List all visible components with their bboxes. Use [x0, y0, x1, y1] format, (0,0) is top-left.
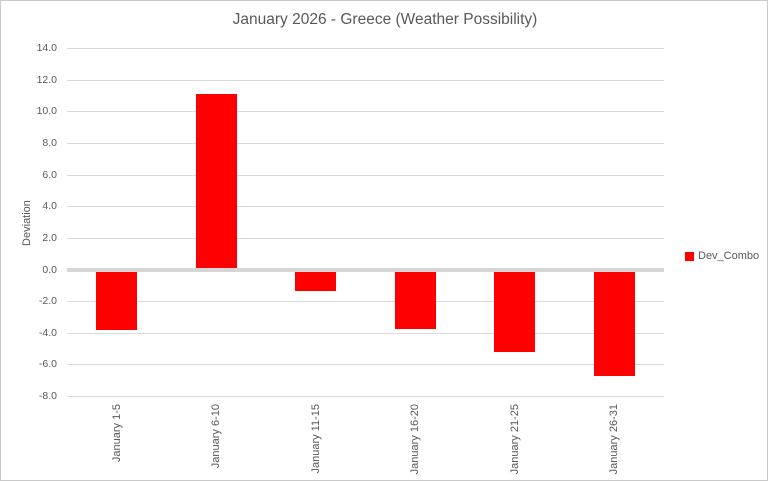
x-axis-label: January 16-20 — [409, 404, 422, 475]
bar-january-11-15[interactable] — [295, 270, 337, 291]
x-axis-label: January 21-25 — [508, 404, 521, 475]
legend-swatch-icon — [685, 251, 694, 261]
legend[interactable]: Dev_Combo — [685, 250, 759, 262]
y-tick-label: 12.0 — [36, 73, 57, 86]
gridline — [67, 332, 664, 334]
y-tick-label: 8.0 — [42, 136, 57, 149]
y-tick-label: 14.0 — [36, 42, 57, 54]
bar-january-16-20[interactable] — [394, 270, 436, 329]
bar-january-26-31[interactable] — [593, 270, 635, 377]
gridline — [67, 111, 664, 113]
gridline — [67, 237, 664, 239]
chart-title: January 2026 - Greece (Weather Possibili… — [232, 11, 538, 28]
y-tick-label: -6.0 — [38, 358, 57, 371]
gridline — [67, 396, 664, 398]
x-axis-label: January 26-31 — [608, 404, 621, 475]
gridline — [67, 79, 664, 81]
x-axis-label: January 1-5 — [110, 404, 123, 463]
y-tick-label: 0.0 — [42, 263, 57, 276]
y-tick-label: -2.0 — [38, 295, 57, 308]
zero-axis-line — [67, 267, 664, 273]
gridline — [67, 206, 664, 208]
bar-january-1-5[interactable] — [96, 270, 138, 331]
gridline — [67, 301, 664, 303]
gridline — [67, 364, 664, 366]
x-axis-label: January 6-10 — [210, 404, 223, 469]
x-axis-label: January 11-15 — [309, 404, 322, 474]
y-tick-label: -4.0 — [38, 326, 57, 339]
y-tick-label: 10.0 — [36, 105, 57, 118]
gridline — [67, 48, 664, 49]
gridline — [67, 142, 664, 144]
bar-january-6-10[interactable] — [195, 94, 237, 270]
y-tick-label: 4.0 — [42, 200, 57, 213]
gridline — [67, 174, 664, 176]
y-tick-label: 6.0 — [42, 168, 57, 181]
bar-january-21-25[interactable] — [494, 270, 536, 353]
y-tick-label: -8.0 — [38, 390, 57, 403]
y-tick-label: 2.0 — [42, 231, 57, 244]
legend-label: Dev_Combo — [698, 250, 760, 262]
